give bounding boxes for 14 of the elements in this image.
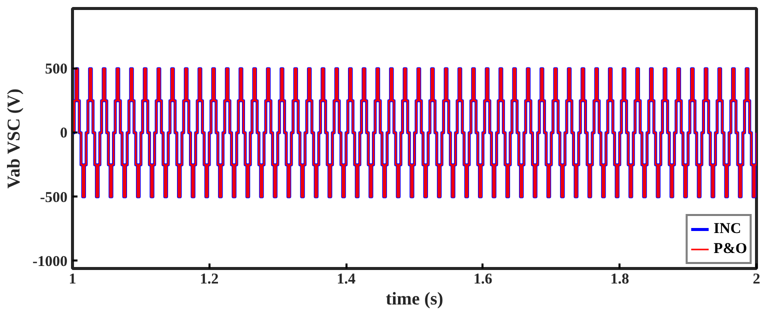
legend-label: INC [714,220,742,238]
x-axis-title: time (s) [386,288,444,308]
y-axis-title: Vab VSC (V) [4,88,24,189]
x-tick-label: 1.4 [336,272,356,288]
x-tick-label: 1.2 [200,272,219,288]
x-tick-label: 1 [68,272,76,288]
y-tick-label: 0 [60,126,68,142]
x-tick-label: 1.8 [610,272,630,288]
y-tick-label: -1000 [32,254,68,270]
legend-label: P&O [714,240,747,258]
y-tick-label: 500 [45,62,68,78]
x-tick-label: 2 [752,272,760,288]
y-tick-label: -500 [40,190,68,206]
x-tick-label: 1.6 [474,272,493,288]
